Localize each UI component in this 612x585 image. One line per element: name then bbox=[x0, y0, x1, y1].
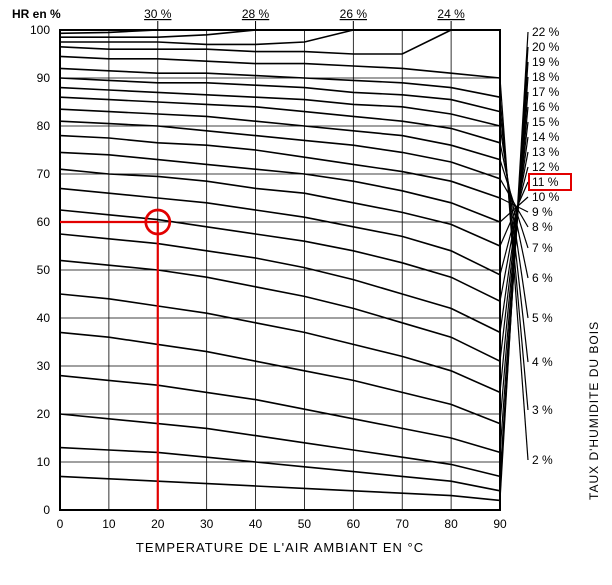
humidity-chart: 22 %20 %19 %18 %17 %16 %15 %14 %13 %12 %… bbox=[0, 0, 612, 585]
curve-label: 10 % bbox=[532, 190, 560, 204]
x-tick-label: 90 bbox=[493, 517, 507, 531]
curve-label: 15 % bbox=[532, 115, 560, 129]
x-tick-label: 20 bbox=[151, 517, 165, 531]
curve-label: 2 % bbox=[532, 453, 553, 467]
top-curve-label: 30 % bbox=[144, 7, 172, 21]
y-axis-label: HR en % bbox=[12, 7, 61, 21]
curve-label: 12 % bbox=[532, 160, 560, 174]
curve-label: 11 % bbox=[532, 175, 559, 189]
x-axis-label: TEMPERATURE DE L'AIR AMBIANT EN °C bbox=[136, 540, 424, 555]
x-tick-label: 60 bbox=[347, 517, 361, 531]
y-tick-label: 60 bbox=[37, 215, 51, 229]
curve-label: 9 % bbox=[532, 205, 553, 219]
x-tick-label: 40 bbox=[249, 517, 263, 531]
curve-label: 22 % bbox=[532, 25, 560, 39]
curve-label: 8 % bbox=[532, 220, 553, 234]
y-tick-label: 50 bbox=[37, 263, 51, 277]
y-tick-label: 20 bbox=[37, 407, 51, 421]
y-tick-label: 90 bbox=[37, 71, 51, 85]
x-tick-label: 80 bbox=[444, 517, 458, 531]
x-tick-label: 70 bbox=[396, 517, 410, 531]
y-tick-label: 30 bbox=[37, 359, 51, 373]
x-tick-label: 10 bbox=[102, 517, 116, 531]
x-tick-label: 0 bbox=[57, 517, 64, 531]
curve-label: 20 % bbox=[532, 40, 560, 54]
curve-label: 6 % bbox=[532, 271, 553, 285]
curve-label: 18 % bbox=[532, 70, 560, 84]
curve-label: 13 % bbox=[532, 145, 560, 159]
y-tick-label: 70 bbox=[37, 167, 51, 181]
y-tick-label: 80 bbox=[37, 119, 51, 133]
top-curve-label: 26 % bbox=[340, 7, 368, 21]
curve-label: 17 % bbox=[532, 85, 560, 99]
y-tick-label: 40 bbox=[37, 311, 51, 325]
curve-label: 7 % bbox=[532, 241, 553, 255]
x-tick-label: 30 bbox=[200, 517, 214, 531]
curve-label: 16 % bbox=[532, 100, 560, 114]
curve-label: 14 % bbox=[532, 130, 560, 144]
top-curve-label: 28 % bbox=[242, 7, 270, 21]
x-tick-label: 50 bbox=[298, 517, 312, 531]
curve-label: 19 % bbox=[532, 55, 560, 69]
curve-label: 5 % bbox=[532, 311, 553, 325]
top-curve-label: 24 % bbox=[437, 7, 465, 21]
y-tick-label: 0 bbox=[43, 503, 50, 517]
curve-label: 3 % bbox=[532, 403, 553, 417]
curve-label: 4 % bbox=[532, 355, 553, 369]
y-tick-label: 100 bbox=[30, 23, 50, 37]
right-axis-label: TAUX D'HUMIDITE DU BOIS bbox=[587, 321, 601, 500]
y-tick-label: 10 bbox=[37, 455, 51, 469]
chart-svg: 22 %20 %19 %18 %17 %16 %15 %14 %13 %12 %… bbox=[0, 0, 612, 585]
